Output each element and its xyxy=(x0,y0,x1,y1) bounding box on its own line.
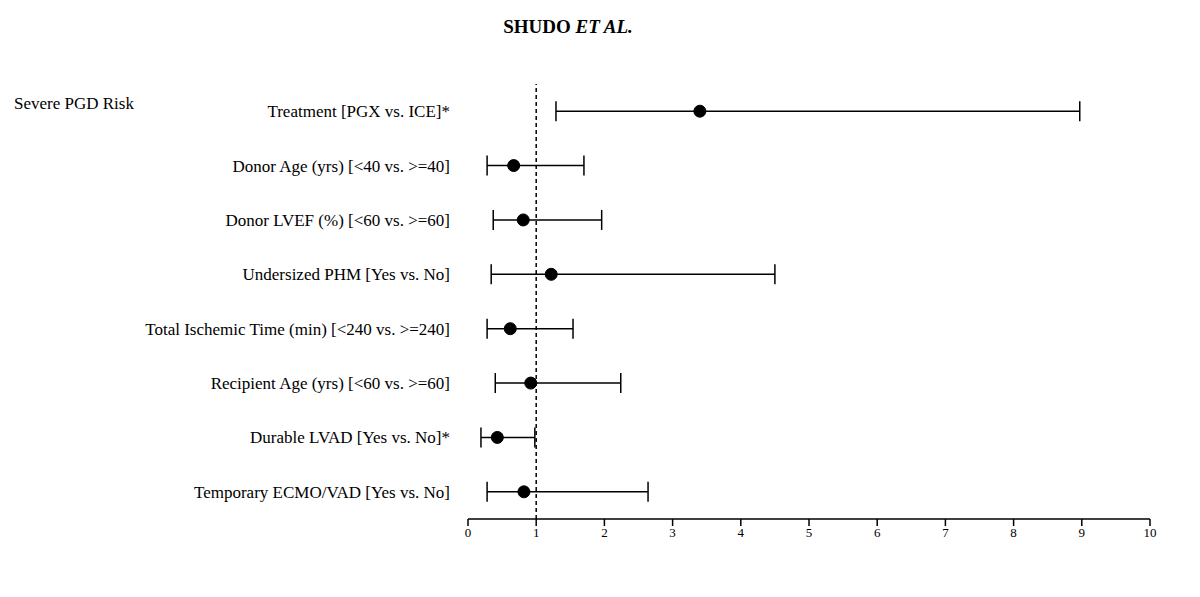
svg-text:9: 9 xyxy=(1079,525,1086,540)
svg-text:Total Ischemic Time (min) [<24: Total Ischemic Time (min) [<240 vs. >=24… xyxy=(145,320,450,339)
svg-text:2: 2 xyxy=(601,525,608,540)
svg-text:10: 10 xyxy=(1144,525,1157,540)
svg-text:Temporary ECMO/VAD [Yes vs. No: Temporary ECMO/VAD [Yes vs. No] xyxy=(194,483,450,502)
svg-text:0: 0 xyxy=(465,525,472,540)
svg-text:1: 1 xyxy=(533,525,540,540)
svg-text:6: 6 xyxy=(874,525,881,540)
svg-text:3: 3 xyxy=(669,525,676,540)
svg-text:7: 7 xyxy=(942,525,949,540)
svg-text:8: 8 xyxy=(1010,525,1017,540)
svg-text:Undersized PHM [Yes vs. No]: Undersized PHM [Yes vs. No] xyxy=(243,265,450,284)
svg-text:Donor LVEF (%) [<60 vs. >=60]: Donor LVEF (%) [<60 vs. >=60] xyxy=(225,211,450,230)
html-text:SHUDO ET AL.: SHUDO ET AL. xyxy=(503,16,633,37)
svg-text:Recipient Age (yrs) [<60 vs. >: Recipient Age (yrs) [<60 vs. >=60] xyxy=(211,374,450,393)
svg-text:4: 4 xyxy=(738,525,745,540)
svg-text:Durable LVAD [Yes vs. No]*: Durable LVAD [Yes vs. No]* xyxy=(250,428,450,447)
svg-text:Treatment [PGX vs. ICE]*: Treatment [PGX vs. ICE]* xyxy=(267,102,450,121)
svg-text:Donor Age (yrs) [<40 vs. >=40]: Donor Age (yrs) [<40 vs. >=40] xyxy=(232,157,450,176)
svg-text:5: 5 xyxy=(806,525,813,540)
html-text:Severe PGD Risk: Severe PGD Risk xyxy=(14,94,134,113)
